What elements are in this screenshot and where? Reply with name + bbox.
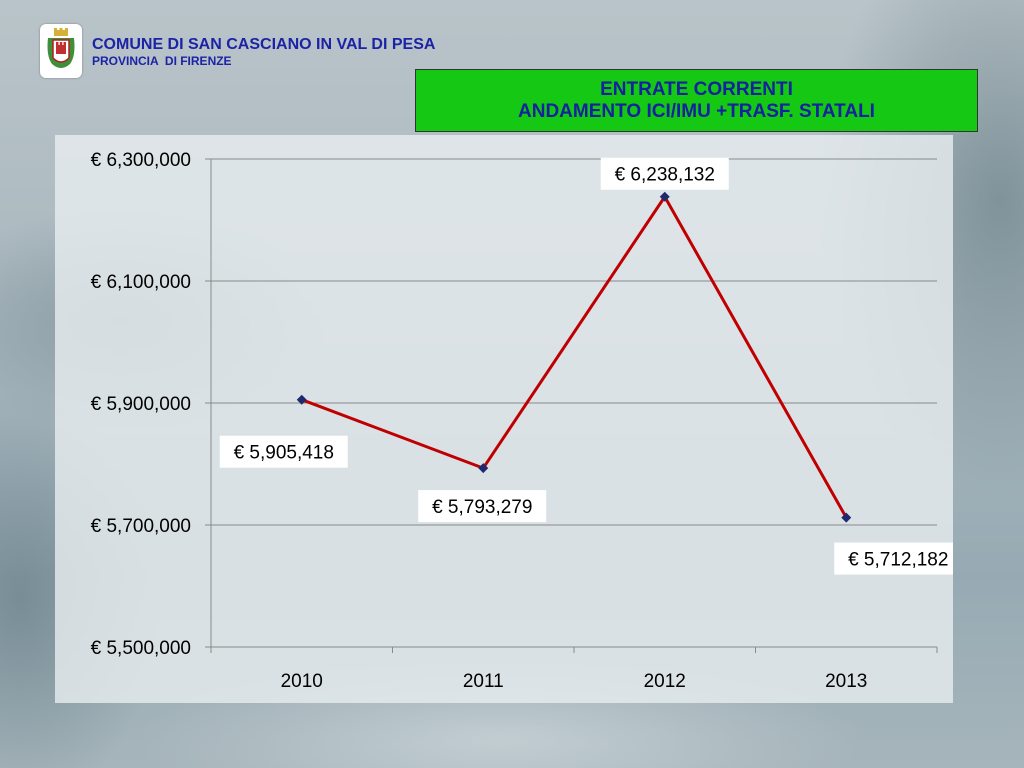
series-line <box>301 195 848 519</box>
chart-panel: € 5,500,000 € 5,700,000 € 5,900,000 € 6,100… <box>55 135 953 703</box>
title-line-1: ENTRATE CORRENTI <box>600 78 793 100</box>
y-tick-label: € 6,300,000 <box>91 150 191 171</box>
data-label-background <box>418 490 547 523</box>
data-label-background <box>834 542 953 575</box>
comune-name: COMUNE DI SAN CASCIANO IN VAL DI PESA <box>92 36 436 53</box>
coat-of-arms-icon <box>40 24 82 78</box>
title-line-2: ANDAMENTO ICI/IMU +TRASF. STATALI <box>518 100 875 122</box>
y-tick-label: € 6,100,000 <box>91 272 191 293</box>
data-label-background <box>219 435 348 468</box>
data-label: € 5,905,418 <box>234 443 334 464</box>
data-point <box>841 512 852 523</box>
x-tick-label: 2011 <box>463 671 504 692</box>
header: COMUNE DI SAN CASCIANO IN VAL DI PESA PR… <box>40 24 435 80</box>
data-label: € 5,712,182 <box>848 550 948 571</box>
y-tick-label: € 5,700,000 <box>91 516 191 537</box>
provincia-name: PROVINCIA DI FIRENZE <box>92 54 232 68</box>
chart-title-box: ENTRATE CORRENTI ANDAMENTO ICI/IMU +TRAS… <box>415 69 978 132</box>
data-label: € 5,793,279 <box>432 497 532 518</box>
x-tick-label: 2010 <box>281 671 323 692</box>
data-point <box>659 191 670 202</box>
line-chart: € 5,500,000 € 5,700,000 € 5,900,000 € 6,100… <box>91 150 953 692</box>
data-label-background <box>600 157 729 190</box>
y-tick-label: € 5,900,000 <box>91 394 191 415</box>
data-point <box>296 394 307 405</box>
data-label: € 6,238,132 <box>615 165 715 186</box>
x-tick-label: 2013 <box>825 671 867 692</box>
data-point <box>478 463 489 474</box>
y-tick-label: € 5,500,000 <box>91 638 191 659</box>
x-tick-label: 2012 <box>644 671 686 692</box>
